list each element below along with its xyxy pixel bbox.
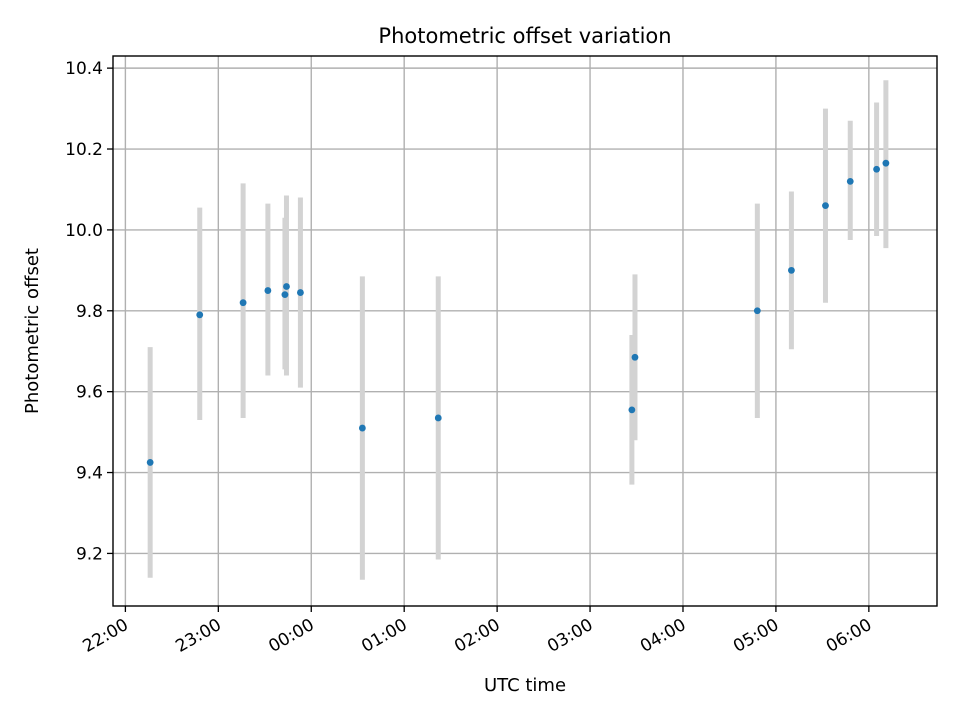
data-point bbox=[822, 202, 829, 210]
data-point bbox=[753, 307, 761, 315]
data-point bbox=[146, 459, 154, 466]
x-tick-label: 22:00 bbox=[79, 615, 131, 657]
x-tick-label: 04:00 bbox=[637, 615, 689, 657]
data-point bbox=[264, 287, 272, 294]
data-point bbox=[846, 177, 854, 185]
y-tick-label: 10.2 bbox=[65, 140, 103, 160]
x-tick-label: 06:00 bbox=[823, 615, 875, 657]
x-tick-label: 03:00 bbox=[544, 615, 596, 657]
data-point bbox=[239, 299, 247, 307]
y-axis-label: Photometric offset bbox=[22, 248, 43, 414]
data-point bbox=[297, 289, 304, 296]
data-point bbox=[628, 406, 636, 414]
y-tick-label: 9.4 bbox=[76, 464, 103, 484]
y-tick-label: 10.0 bbox=[65, 221, 103, 241]
data-point bbox=[788, 266, 795, 274]
y-tick-label: 9.6 bbox=[76, 383, 103, 403]
x-tick-label: 02:00 bbox=[451, 615, 503, 657]
y-axis-ticks: 9.2 9.4 9.6 9.8 10.0 10.2 10.4 bbox=[65, 59, 113, 564]
x-tick-label: 23:00 bbox=[172, 615, 224, 657]
y-tick-label: 9.2 bbox=[76, 544, 103, 564]
data-point bbox=[358, 424, 366, 432]
data-point bbox=[196, 311, 204, 319]
x-axis-ticks: 22:00 23:00 00:00 01:00 02:00 03:00 04:00 05:00… bbox=[79, 606, 875, 657]
data-point bbox=[281, 291, 289, 299]
grid bbox=[113, 56, 937, 606]
x-tick-label: 00:00 bbox=[265, 615, 317, 657]
plot-frame bbox=[112, 55, 938, 607]
data-points bbox=[146, 159, 890, 466]
data-point bbox=[882, 159, 890, 167]
x-tick-label: 01:00 bbox=[358, 615, 410, 657]
y-tick-label: 9.8 bbox=[76, 302, 103, 322]
y-tick-label: 10.4 bbox=[65, 59, 103, 79]
data-point bbox=[873, 165, 880, 173]
chart-title: Photometric offset variation bbox=[378, 24, 671, 48]
data-point bbox=[631, 353, 639, 361]
x-tick-label: 05:00 bbox=[730, 615, 782, 657]
data-point bbox=[434, 414, 442, 422]
data-point bbox=[283, 283, 290, 290]
x-axis-label: UTC time bbox=[484, 675, 566, 696]
